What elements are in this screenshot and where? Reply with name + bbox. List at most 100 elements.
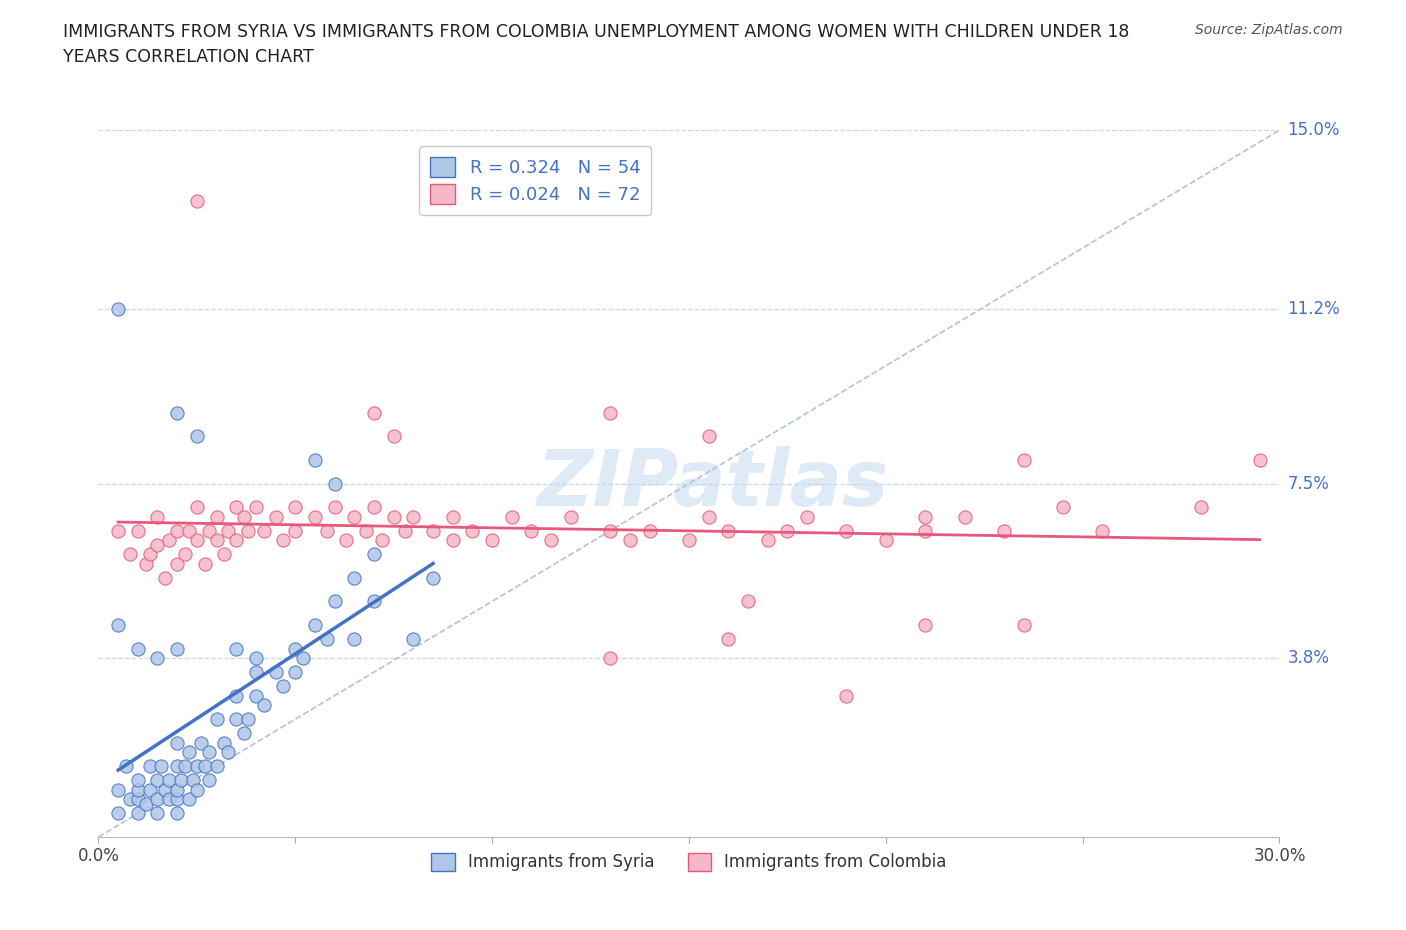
Point — [190, 736, 212, 751]
Point — [422, 524, 444, 538]
Point — [264, 665, 287, 680]
Point — [402, 631, 425, 646]
Point — [225, 711, 247, 726]
Point — [697, 429, 720, 444]
Point — [155, 782, 177, 797]
Point — [284, 665, 307, 680]
Point — [835, 524, 858, 538]
Point — [177, 524, 200, 538]
Point — [166, 782, 188, 797]
Point — [481, 533, 503, 548]
Point — [127, 791, 149, 806]
Point — [953, 509, 976, 524]
Text: IMMIGRANTS FROM SYRIA VS IMMIGRANTS FROM COLOMBIA UNEMPLOYMENT AMONG WOMEN WITH : IMMIGRANTS FROM SYRIA VS IMMIGRANTS FROM… — [63, 23, 1129, 66]
Point — [422, 570, 444, 585]
Point — [1012, 453, 1035, 468]
Point — [225, 533, 247, 548]
Point — [304, 453, 326, 468]
Point — [138, 759, 160, 774]
Point — [253, 524, 276, 538]
Point — [284, 499, 307, 514]
Point — [186, 782, 208, 797]
Point — [382, 509, 405, 524]
Point — [560, 509, 582, 524]
Point — [225, 688, 247, 703]
Point — [323, 594, 346, 609]
Point — [166, 524, 188, 538]
Point — [177, 791, 200, 806]
Point — [157, 533, 180, 548]
Point — [717, 631, 740, 646]
Point — [166, 759, 188, 774]
Point — [371, 533, 394, 548]
Point — [166, 405, 188, 420]
Point — [107, 302, 129, 317]
Point — [343, 570, 366, 585]
Point — [146, 773, 169, 788]
Point — [127, 806, 149, 821]
Point — [166, 806, 188, 821]
Point — [304, 618, 326, 632]
Point — [107, 782, 129, 797]
Point — [166, 791, 188, 806]
Point — [835, 688, 858, 703]
Point — [245, 688, 267, 703]
Point — [166, 736, 188, 751]
Point — [146, 791, 169, 806]
Point — [501, 509, 523, 524]
Point — [363, 499, 385, 514]
Point — [993, 524, 1015, 538]
Point — [914, 509, 936, 524]
Point — [194, 556, 217, 571]
Point — [441, 533, 464, 548]
Point — [186, 499, 208, 514]
Point — [157, 791, 180, 806]
Point — [1091, 524, 1114, 538]
Point — [273, 679, 295, 694]
Point — [394, 524, 416, 538]
Point — [150, 759, 173, 774]
Point — [135, 797, 157, 812]
Point — [194, 759, 217, 774]
Point — [756, 533, 779, 548]
Point — [1189, 499, 1212, 514]
Point — [127, 782, 149, 797]
Point — [127, 641, 149, 656]
Point — [717, 524, 740, 538]
Point — [697, 509, 720, 524]
Point — [166, 641, 188, 656]
Point — [174, 759, 197, 774]
Point — [914, 618, 936, 632]
Text: Source: ZipAtlas.com: Source: ZipAtlas.com — [1195, 23, 1343, 37]
Point — [107, 524, 129, 538]
Point — [540, 533, 562, 548]
Point — [335, 533, 357, 548]
Point — [146, 509, 169, 524]
Point — [205, 533, 228, 548]
Point — [186, 193, 208, 208]
Point — [304, 509, 326, 524]
Point — [343, 631, 366, 646]
Point — [776, 524, 799, 538]
Point — [205, 509, 228, 524]
Point — [323, 499, 346, 514]
Point — [363, 594, 385, 609]
Point — [186, 533, 208, 548]
Point — [118, 791, 141, 806]
Point — [382, 429, 405, 444]
Point — [197, 745, 219, 760]
Point — [678, 533, 700, 548]
Point — [186, 759, 208, 774]
Legend: Immigrants from Syria, Immigrants from Colombia: Immigrants from Syria, Immigrants from C… — [425, 846, 953, 878]
Point — [115, 759, 138, 774]
Point — [599, 650, 621, 665]
Point — [225, 641, 247, 656]
Point — [146, 806, 169, 821]
Point — [599, 524, 621, 538]
Text: 7.5%: 7.5% — [1288, 474, 1329, 493]
Point — [138, 782, 160, 797]
Point — [205, 711, 228, 726]
Point — [118, 547, 141, 562]
Point — [170, 773, 193, 788]
Point — [233, 509, 256, 524]
